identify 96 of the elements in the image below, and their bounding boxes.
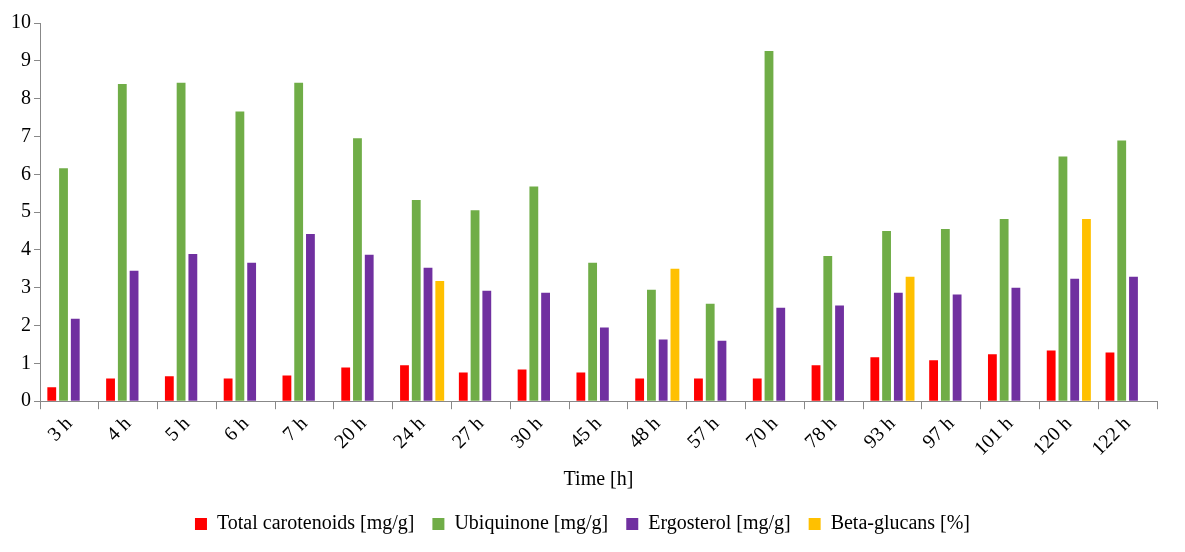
bar bbox=[400, 365, 409, 401]
bar bbox=[482, 290, 492, 401]
bar bbox=[282, 375, 292, 401]
bar bbox=[705, 303, 715, 401]
bar bbox=[59, 168, 68, 401]
bar bbox=[529, 186, 539, 401]
bar bbox=[658, 339, 668, 401]
x-axis-title: Time [h] bbox=[563, 467, 634, 490]
x-tick-label: 4 h bbox=[101, 411, 135, 445]
x-tick-label: 57 h bbox=[682, 411, 723, 452]
y-tick-label: 0 bbox=[21, 388, 31, 411]
bar bbox=[952, 294, 962, 401]
x-tick-label: 70 h bbox=[741, 411, 782, 452]
bar bbox=[353, 138, 362, 401]
y-tick-label: 9 bbox=[21, 48, 31, 71]
bar bbox=[188, 254, 198, 401]
bar bbox=[247, 262, 257, 401]
x-tick-label: 24 h bbox=[388, 411, 429, 452]
x-tick-label: 27 h bbox=[447, 411, 488, 452]
x-tick-label: 20 h bbox=[329, 411, 370, 452]
bar bbox=[835, 305, 844, 401]
bar bbox=[987, 354, 997, 401]
bar bbox=[411, 200, 421, 401]
y-tick-label: 5 bbox=[21, 199, 31, 222]
bar bbox=[70, 318, 80, 401]
bar bbox=[176, 82, 186, 401]
y-tick-label: 3 bbox=[21, 275, 31, 297]
bar bbox=[882, 231, 891, 401]
bar bbox=[905, 276, 915, 401]
bar bbox=[223, 378, 233, 401]
bar bbox=[752, 378, 762, 401]
x-tick-label: 120 h bbox=[1027, 411, 1076, 460]
x-tick-label: 30 h bbox=[505, 411, 547, 452]
x-tick-label: 3 h bbox=[42, 411, 76, 445]
bar bbox=[1129, 276, 1138, 401]
bar bbox=[517, 369, 527, 401]
bar bbox=[764, 50, 774, 401]
legend-label: Beta-glucans [%] bbox=[830, 511, 971, 535]
bar bbox=[1058, 156, 1068, 401]
legend-label: Ergosterol [mg/g] bbox=[648, 511, 791, 535]
y-tick-label: 8 bbox=[21, 85, 31, 108]
x-tick-label: 122 h bbox=[1086, 411, 1135, 460]
bar bbox=[1046, 350, 1056, 401]
bar bbox=[1011, 287, 1021, 401]
bar bbox=[635, 378, 645, 401]
bar bbox=[694, 378, 703, 401]
bar bbox=[929, 360, 939, 401]
y-tick-label: 7 bbox=[21, 123, 31, 146]
x-tick-label: 93 h bbox=[858, 411, 899, 452]
bar bbox=[811, 365, 821, 401]
bar bbox=[1070, 278, 1080, 401]
bar bbox=[1117, 140, 1127, 401]
bar bbox=[235, 111, 245, 401]
bar bbox=[306, 234, 315, 401]
bar bbox=[670, 268, 680, 401]
bar bbox=[129, 270, 139, 401]
bar bbox=[458, 372, 468, 401]
x-tick-label: 101 h bbox=[969, 411, 1017, 460]
bar bbox=[541, 292, 550, 401]
bar bbox=[341, 367, 351, 401]
bar bbox=[893, 292, 903, 401]
bar bbox=[164, 376, 174, 401]
legend-label: Total carotenoids [mg/g] bbox=[216, 511, 415, 535]
bar bbox=[717, 340, 727, 401]
bar bbox=[823, 255, 833, 401]
y-tick-label: 2 bbox=[21, 312, 31, 335]
bar bbox=[999, 218, 1009, 401]
bar bbox=[870, 357, 880, 401]
bar bbox=[576, 372, 586, 401]
bar bbox=[106, 378, 115, 401]
legend-label: Ubiquinone [mg/g] bbox=[454, 511, 609, 535]
y-tick-label: 1 bbox=[21, 350, 31, 373]
bar bbox=[776, 307, 786, 401]
y-tick-label: 10 bbox=[11, 10, 31, 33]
y-tick-label: 6 bbox=[21, 161, 31, 184]
bar bbox=[599, 327, 609, 401]
x-tick-label: 7 h bbox=[277, 411, 312, 445]
bar bbox=[423, 267, 433, 401]
bar bbox=[470, 210, 480, 401]
bar bbox=[940, 229, 950, 401]
bar bbox=[1105, 352, 1115, 401]
x-tick-label: 97 h bbox=[917, 411, 958, 452]
bar bbox=[1082, 218, 1091, 401]
x-tick-label: 5 h bbox=[160, 411, 194, 445]
bar bbox=[47, 387, 57, 401]
x-tick-label: 48 h bbox=[623, 411, 664, 452]
bar bbox=[588, 262, 598, 401]
bar bbox=[647, 289, 656, 401]
x-tick-label: 78 h bbox=[799, 411, 841, 452]
bar bbox=[364, 254, 374, 401]
x-tick-label: 45 h bbox=[564, 411, 606, 452]
bar bbox=[435, 280, 445, 401]
x-tick-label: 6 h bbox=[219, 411, 253, 445]
y-tick-label: 4 bbox=[21, 237, 31, 260]
bar bbox=[117, 83, 127, 401]
bar bbox=[294, 82, 304, 401]
